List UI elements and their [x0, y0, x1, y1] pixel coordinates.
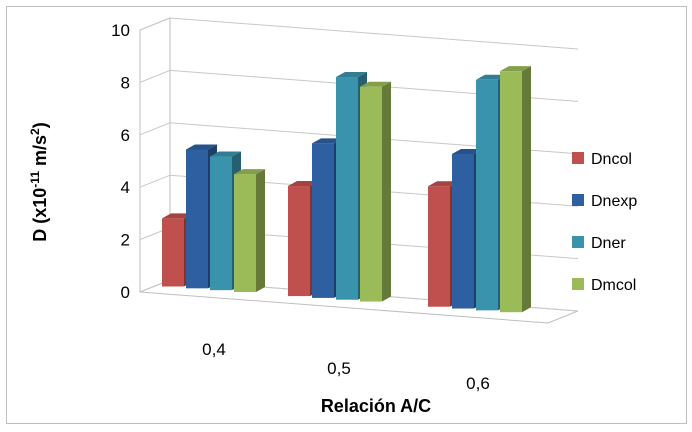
legend-label: Dncol [591, 151, 632, 168]
x-axis-ticks: 0,4 0,5 0,6 [202, 340, 490, 393]
bar-front [452, 153, 474, 309]
bar-front [336, 77, 358, 300]
bar-front [428, 186, 450, 307]
bar-front [500, 71, 522, 313]
y-title-part: m/s [30, 135, 50, 171]
bar-front [186, 149, 208, 289]
y-tick-label: 8 [121, 73, 130, 92]
bar-top [476, 74, 507, 80]
legend-swatch [572, 152, 584, 164]
y-tick-label: 2 [121, 231, 130, 250]
x-tick-label: 0,5 [327, 359, 351, 378]
y-tick-label: 6 [121, 126, 130, 145]
bar-dmcol-2 [500, 66, 531, 313]
bar-top [360, 81, 391, 87]
bar-top [186, 144, 217, 150]
bar-top [428, 181, 459, 187]
bar-front [210, 156, 232, 291]
y-title-part: D (x10 [30, 188, 50, 242]
y-title-part: 2 [28, 128, 42, 135]
x-tick-label: 0,4 [202, 340, 226, 359]
bar-top [162, 213, 193, 219]
legend-label: Dner [591, 235, 626, 252]
bar-top [452, 148, 483, 154]
x-axis-title: Relación A/C [321, 396, 431, 416]
y-title-part: ) [30, 122, 50, 128]
bars [162, 66, 531, 313]
bar-front [360, 86, 382, 302]
legend-swatch [572, 194, 584, 206]
bar-front [234, 174, 256, 292]
legend-swatch [572, 236, 584, 248]
bar-top [210, 151, 241, 157]
bar-side [522, 66, 531, 313]
bar-side [382, 81, 391, 302]
bar-front [162, 218, 184, 287]
legend-label: Dnexp [591, 193, 637, 210]
gridline [139, 69, 579, 102]
bar-top [500, 66, 531, 72]
x-tick-label: 0,6 [466, 374, 490, 393]
bar-top [336, 72, 367, 78]
y-axis-ticks: 0 2 4 6 8 10 [111, 21, 130, 302]
legend-label: Dmcol [591, 277, 636, 294]
bar-side [256, 169, 265, 292]
legend: Dncol Dnexp Dner Dmcol [572, 151, 637, 294]
y-axis-title: D (x10-11 m/s2) [28, 122, 50, 241]
bar-front [288, 186, 310, 297]
y-title-part: -11 [28, 171, 42, 188]
bar-front [476, 79, 498, 311]
bar-top [288, 181, 319, 187]
bar-dmcol-0 [234, 169, 265, 292]
y-tick-label: 10 [111, 21, 130, 40]
bar-front [312, 143, 334, 298]
gridline [139, 17, 579, 50]
y-tick-label: 4 [121, 178, 130, 197]
bar-top [312, 138, 343, 144]
y-tick-label: 0 [121, 283, 130, 302]
bar-top [234, 169, 265, 175]
bar-dmcol-1 [360, 81, 391, 302]
legend-swatch [572, 278, 584, 290]
gridline [139, 122, 579, 155]
